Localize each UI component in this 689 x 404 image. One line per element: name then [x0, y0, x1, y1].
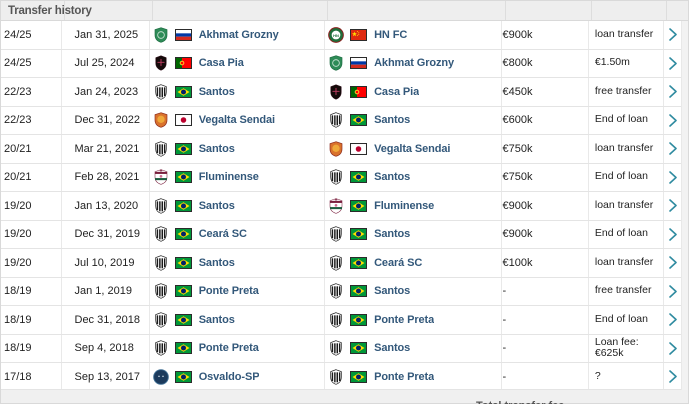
svg-text:HN: HN: [333, 33, 339, 38]
